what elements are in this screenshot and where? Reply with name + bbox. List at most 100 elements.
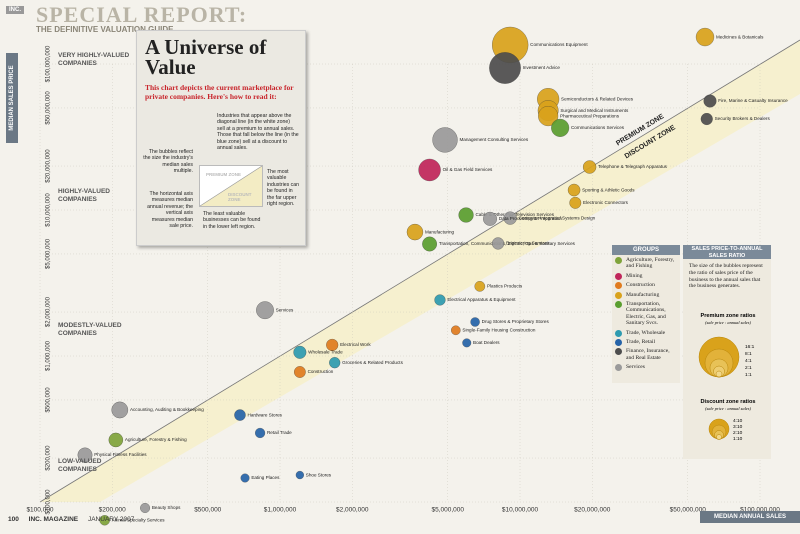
bubble bbox=[108, 432, 124, 448]
bubble bbox=[234, 409, 246, 421]
premium-ratio: 8:1 bbox=[745, 352, 752, 357]
bubble bbox=[458, 207, 474, 223]
bubble bbox=[491, 237, 505, 250]
point-label: Construction bbox=[308, 369, 334, 374]
bubble bbox=[703, 94, 717, 108]
point-label: Sporting & Athletic Goods bbox=[582, 187, 635, 192]
header-sub: THE DEFINITIVE VALUATION GUIDE bbox=[36, 25, 174, 34]
bubble bbox=[538, 106, 559, 127]
legend-swatch bbox=[615, 348, 622, 356]
point-label: Investment Advice bbox=[523, 65, 561, 70]
title: A Universe of Value bbox=[145, 35, 267, 79]
bubble bbox=[418, 158, 441, 182]
premium-circles bbox=[698, 336, 740, 378]
legend-item: Agriculture, Forestry, and Fishing bbox=[614, 257, 678, 270]
discount-ratio: 1:10 bbox=[733, 437, 743, 442]
point-label: Hardware Stores bbox=[248, 412, 283, 417]
legend-label: Mining bbox=[626, 272, 643, 279]
premium-ratio: 16:1 bbox=[745, 345, 755, 350]
x-tick-label: $100,000,000 bbox=[740, 507, 780, 514]
discount-circles bbox=[708, 418, 730, 440]
point-label: Shoe Stores bbox=[306, 472, 332, 477]
y-tick-label: $5,000,000 bbox=[46, 238, 52, 269]
zone-label: HIGHLY-VALUED COMPANIES bbox=[58, 188, 111, 203]
point-label: Single-Family Housing Construction bbox=[462, 328, 535, 333]
bubble bbox=[326, 338, 339, 352]
legend-item: Mining bbox=[614, 272, 678, 280]
point-label: Manufacturing bbox=[425, 229, 455, 234]
point-label: Eating Places bbox=[251, 475, 280, 480]
subtitle: This chart depicts the current marketpla… bbox=[145, 83, 294, 101]
legend-item: Finance, Insurance, and Real Estate bbox=[614, 348, 678, 361]
bubble bbox=[295, 470, 304, 480]
legend-swatch bbox=[615, 301, 622, 309]
point-label: Telephone & Telegraph Apparatus bbox=[598, 164, 668, 169]
bubble bbox=[503, 211, 517, 225]
legend-label: Agriculture, Forestry, and Fishing bbox=[626, 257, 675, 270]
x-tick-label: $20,000,000 bbox=[574, 507, 611, 514]
bubble bbox=[462, 338, 472, 348]
point-label: Oil & Gas Field Services bbox=[443, 167, 493, 172]
issue-date: JANUARY 2007 bbox=[87, 516, 135, 523]
point-label: Accounting, Auditing & Bookkeeping bbox=[130, 407, 204, 412]
point-label: Agriculture, Forestry & Fishing bbox=[125, 437, 187, 442]
x-axis-label: MEDIAN ANNUAL SALES bbox=[700, 511, 800, 523]
point-label: Beauty Shops bbox=[152, 505, 181, 510]
bubble bbox=[77, 447, 93, 463]
header: SPECIAL REPORT: bbox=[36, 2, 248, 27]
legend-item: Services bbox=[614, 364, 678, 372]
bubble bbox=[256, 301, 274, 320]
discount-ratio: 4:10 bbox=[733, 419, 743, 424]
legend-swatch bbox=[615, 339, 622, 347]
x-tick-label: $500,000 bbox=[194, 507, 221, 514]
ratio-title: SALES PRICE-TO-ANNUAL SALES RATIO bbox=[691, 246, 763, 259]
point-label: Drug Stores & Proprietary Stores bbox=[482, 319, 550, 324]
point-label: Electronic Connectors bbox=[583, 200, 629, 205]
point-label: Retail Trade bbox=[267, 430, 292, 435]
y-tick-label: $500,000 bbox=[46, 387, 52, 413]
legend-item: Construction bbox=[614, 282, 678, 290]
legend-item: Trade, Retail bbox=[614, 339, 678, 347]
bubble bbox=[406, 223, 424, 241]
point-label: Engineering Services bbox=[506, 241, 550, 246]
discount-ratio: 3:10 bbox=[733, 425, 743, 430]
legend-swatch bbox=[615, 282, 622, 290]
y-tick-label: $10,000,000 bbox=[46, 193, 52, 227]
zone-label: VERY HIGHLY-VALUED COMPANIES bbox=[58, 52, 130, 67]
point-label: Semiconductors & Related Devices bbox=[561, 96, 634, 101]
discount-ratio: 2:10 bbox=[733, 431, 743, 436]
y-tick-label: $1,000,000 bbox=[46, 340, 52, 371]
zone-label: LOW-VALUED COMPANIES bbox=[58, 458, 102, 473]
discount-sub: (sale price : annual sales) bbox=[705, 406, 751, 411]
legend-list: Agriculture, Forestry, and Fishing Mining… bbox=[612, 257, 680, 372]
legend-item: Manufacturing bbox=[614, 291, 678, 299]
bubble bbox=[434, 294, 446, 306]
point-label: Services bbox=[276, 307, 294, 312]
mini-label: PREMIUM ZONE bbox=[206, 172, 242, 177]
point-label: Electrical Apparatus & Equipment bbox=[447, 297, 516, 302]
y-tick-label: $100,000,000 bbox=[46, 45, 52, 82]
bubble bbox=[582, 160, 597, 174]
point-label: Communications Services bbox=[571, 125, 625, 130]
note: The horizontal axis measures median annu… bbox=[147, 191, 193, 230]
bubble bbox=[99, 515, 110, 526]
point-label: Animal Specialty Services bbox=[112, 517, 166, 522]
bubble bbox=[551, 118, 570, 137]
bubble bbox=[483, 211, 497, 226]
bubble bbox=[140, 503, 151, 513]
legend-swatch bbox=[615, 272, 622, 280]
bubble bbox=[432, 127, 458, 153]
zone-label: MODESTLY-VALUED COMPANIES bbox=[58, 322, 122, 337]
point-label: Medicines & Botanicals bbox=[716, 34, 764, 39]
magazine: INC. MAGAZINE bbox=[28, 516, 79, 523]
legend-label: Services bbox=[626, 364, 645, 371]
x-tick-label: $1,000,000 bbox=[264, 507, 297, 514]
mini-diagram: PREMIUM ZONE DISCOUNT ZONE bbox=[199, 165, 263, 207]
parity-line bbox=[39, 39, 800, 503]
point-label: Data Processing & Preparation bbox=[499, 216, 563, 221]
bubble bbox=[294, 366, 306, 378]
y-axis-label: MEDIAN SALES PRICE bbox=[6, 53, 18, 143]
y-tick-label: $2,000,000 bbox=[46, 296, 52, 327]
bubble bbox=[293, 345, 307, 359]
